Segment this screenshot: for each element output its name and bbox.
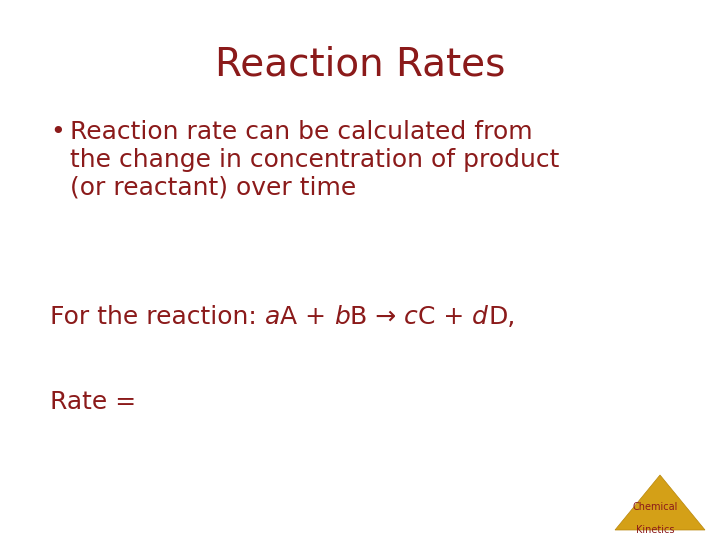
- Text: C +: C +: [418, 305, 472, 329]
- Polygon shape: [615, 475, 705, 530]
- Text: Rate =: Rate =: [50, 390, 144, 414]
- Text: Reaction Rates: Reaction Rates: [215, 45, 505, 83]
- Text: (or reactant) over time: (or reactant) over time: [70, 176, 356, 200]
- Text: Kinetics: Kinetics: [636, 525, 674, 535]
- Text: Reaction rate can be calculated from: Reaction rate can be calculated from: [70, 120, 533, 144]
- Text: For the reaction:: For the reaction:: [50, 305, 265, 329]
- Text: •: •: [50, 120, 65, 144]
- Text: b: b: [334, 305, 350, 329]
- Text: A +: A +: [280, 305, 334, 329]
- Text: D,: D,: [488, 305, 516, 329]
- Text: a: a: [265, 305, 280, 329]
- Text: the change in concentration of product: the change in concentration of product: [70, 148, 559, 172]
- Text: Chemical: Chemical: [632, 502, 678, 512]
- Text: c: c: [404, 305, 418, 329]
- Text: d: d: [472, 305, 488, 329]
- Text: B →: B →: [350, 305, 404, 329]
